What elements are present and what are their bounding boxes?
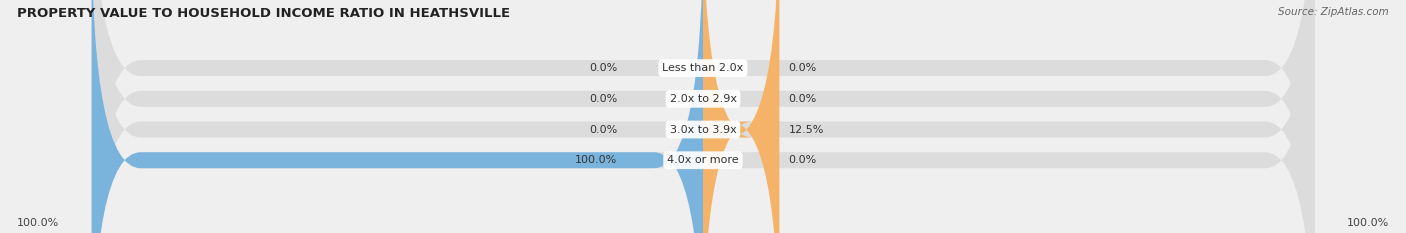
Text: 0.0%: 0.0% — [589, 63, 617, 73]
FancyBboxPatch shape — [91, 0, 1315, 233]
Text: 0.0%: 0.0% — [789, 94, 817, 104]
Text: 2.0x to 2.9x: 2.0x to 2.9x — [669, 94, 737, 104]
Text: 100.0%: 100.0% — [575, 155, 617, 165]
Text: Less than 2.0x: Less than 2.0x — [662, 63, 744, 73]
Text: 3.0x to 3.9x: 3.0x to 3.9x — [669, 124, 737, 134]
Text: 0.0%: 0.0% — [789, 155, 817, 165]
Text: 4.0x or more: 4.0x or more — [668, 155, 738, 165]
Text: 100.0%: 100.0% — [17, 218, 59, 228]
FancyBboxPatch shape — [91, 0, 703, 233]
Text: 0.0%: 0.0% — [589, 124, 617, 134]
FancyBboxPatch shape — [91, 0, 1315, 233]
Text: 12.5%: 12.5% — [789, 124, 824, 134]
Text: 100.0%: 100.0% — [1347, 218, 1389, 228]
FancyBboxPatch shape — [91, 0, 1315, 233]
Text: 0.0%: 0.0% — [589, 94, 617, 104]
Text: PROPERTY VALUE TO HOUSEHOLD INCOME RATIO IN HEATHSVILLE: PROPERTY VALUE TO HOUSEHOLD INCOME RATIO… — [17, 7, 510, 20]
FancyBboxPatch shape — [91, 0, 1315, 233]
Text: Source: ZipAtlas.com: Source: ZipAtlas.com — [1278, 7, 1389, 17]
Text: 0.0%: 0.0% — [789, 63, 817, 73]
FancyBboxPatch shape — [703, 0, 779, 233]
